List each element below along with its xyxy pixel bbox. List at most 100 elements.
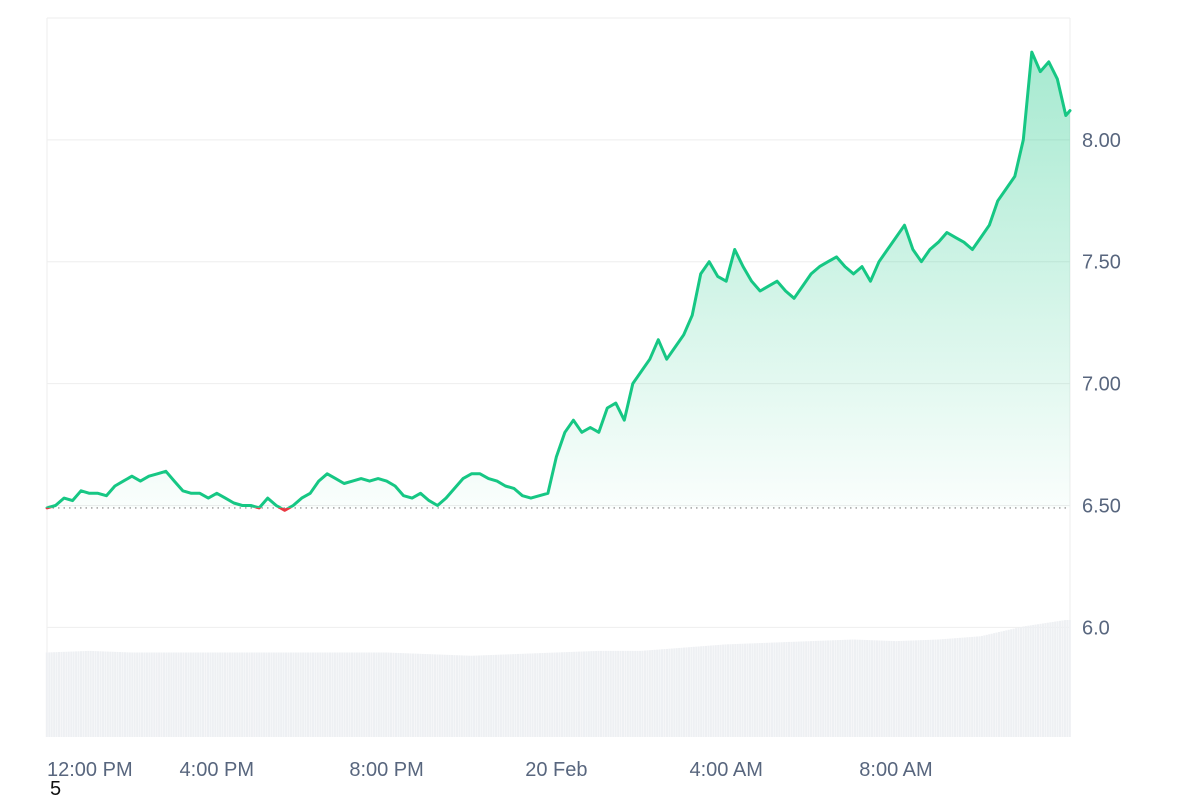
volume-bar [404,653,407,737]
volume-bar [590,651,593,737]
volume-bar [734,644,737,737]
volume-bar [385,652,388,737]
volume-bar [380,652,383,737]
volume-bar [443,654,446,737]
volume-bar [961,637,964,737]
volume-bar [861,639,864,737]
volume-bar [267,652,270,737]
volume-bar [568,651,571,737]
volume-bar [951,638,954,737]
volume-bar [209,652,212,737]
volume-bar [453,655,456,737]
volume-bar [651,650,654,737]
volume-bar [917,640,920,737]
volume-bar [302,652,305,737]
volume-bar [624,650,627,737]
volume-bar [87,650,90,737]
volume-bar [277,652,280,737]
volume-bar [202,652,205,737]
volume-bar [868,640,871,737]
volume-bar [634,650,637,737]
y-tick-label: 6.0 [1082,617,1110,639]
volume-bar [548,652,551,737]
volume-bar [99,651,102,737]
volume-bar [726,644,730,737]
volume-bar [338,652,341,737]
volume-bar [531,653,534,737]
volume-bar [316,652,319,737]
volume-bar [392,652,395,737]
volume-bar [236,652,239,737]
volume-bar [770,642,773,737]
volume-bar [53,652,56,737]
volume-bar [1056,621,1059,737]
volume-bar [194,652,197,737]
volume-bar [526,653,529,737]
volume-bar [956,638,959,737]
volume-bar [995,632,998,737]
volume-bar [851,639,854,737]
volume-bar [646,650,649,737]
volume-bar [319,652,322,737]
volume-bar [805,641,808,737]
volume-bar [473,655,476,737]
volume-bar [741,643,744,737]
x-tick-label: 12:00 PM [47,759,133,781]
volume-bar [973,636,976,737]
volume-bar [612,650,615,737]
volume-bar [648,650,651,737]
volume-bar [927,639,930,737]
volume-bar [375,652,378,737]
volume-bar [451,655,454,737]
volume-bar [1022,626,1025,737]
volume-bar [700,646,703,737]
y-tick-label: 7.00 [1082,374,1121,396]
volume-bar [433,654,437,737]
volume-bar [275,652,278,737]
volume-bar [849,639,852,737]
volume-bar [944,638,947,737]
volume-bar [468,655,471,737]
volume-bar [985,634,988,737]
volume-bar [429,654,432,737]
volume-bar [929,639,932,737]
volume-bar [216,652,219,737]
volume-bar [1000,631,1003,737]
volume-bar [441,654,444,737]
y-tick-label: 7.50 [1082,252,1121,274]
volume-bar [387,652,390,737]
volume-bar [714,645,717,737]
volume-bar [270,652,273,737]
volume-bar [773,642,776,737]
volume-bar [65,651,68,737]
volume-bar [817,640,820,737]
volume-bar [758,643,761,737]
volume-bar [824,640,827,737]
volume-bar [495,654,498,737]
volume-bar [365,652,368,737]
volume-bar [490,654,493,737]
y-tick-label: 8.00 [1082,130,1121,152]
volume-bar [241,652,244,737]
volume-bar [1044,623,1047,737]
volume-bar [292,652,295,737]
volume-bar [360,652,363,737]
volume-bar [656,649,659,737]
volume-bar [900,640,903,737]
volume-bar [307,652,310,737]
volume-bar [792,641,795,737]
volume-bar [636,650,639,737]
volume-bar [988,634,991,737]
volume-bar [1051,621,1054,737]
volume-bar [1029,625,1032,737]
volume-bar [875,640,878,737]
volume-bar [272,652,275,737]
y-axis-labels: 6.0 6.50 7.00 7.50 8.00 [1082,130,1121,639]
volume-bar [641,650,644,737]
volume-bar [551,652,554,737]
volume-bar [709,645,712,737]
volume-bar [722,644,725,737]
volume-bar [892,641,896,737]
